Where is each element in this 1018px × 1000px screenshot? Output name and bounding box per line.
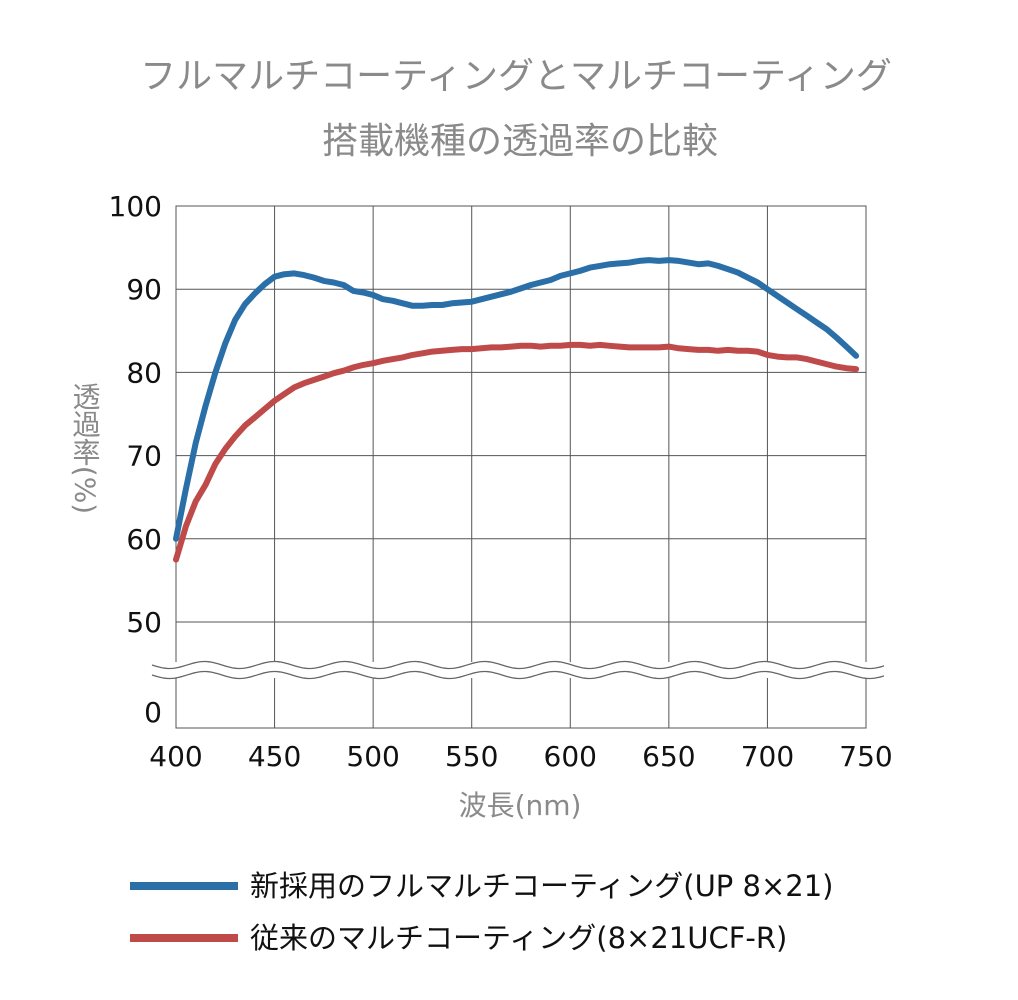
x-axis-label: 波長(nm) [459, 789, 582, 822]
legend-label-1: 新採用のフルマルチコーティング(UP 8×21) [250, 869, 833, 903]
y-tick-label: 60 [126, 523, 162, 556]
x-tick-label: 700 [741, 740, 794, 773]
chart-grid [175, 205, 867, 729]
chart-subtitle: 搭載機種の透過率の比較 [322, 121, 718, 162]
series-lines [173, 257, 860, 563]
x-tick-label: 550 [445, 740, 498, 773]
axis-break [150, 660, 890, 680]
chart-title: フルマルチコーティングとマルチコーティング [140, 56, 892, 97]
y-tick-label: 0 [144, 696, 162, 729]
x-tick-label: 400 [149, 740, 202, 773]
x-tick-label: 600 [544, 740, 597, 773]
axis-break-line [151, 660, 885, 670]
y-axis-label: 透過率(%) [69, 382, 102, 514]
x-tick-label: 650 [642, 740, 695, 773]
axis-break-gap [150, 662, 890, 678]
y-tick-label: 70 [126, 440, 162, 473]
x-tick-label: 750 [839, 740, 892, 773]
y-tick-label: 90 [126, 273, 162, 306]
legend-label-2: 従来のマルチコーティング(8×21UCF-R) [250, 921, 787, 955]
axis-break-line [151, 670, 885, 680]
plot-frame [175, 205, 867, 729]
x-tick-label: 500 [346, 740, 399, 773]
y-tick-label: 100 [109, 190, 162, 223]
series-line-2 [173, 341, 860, 563]
x-tick-label: 450 [248, 740, 301, 773]
legend: 新採用のフルマルチコーティング(UP 8×21) 従来のマルチコーティング(8×2… [130, 869, 833, 955]
y-tick-label: 80 [126, 356, 162, 389]
y-tick-label: 50 [126, 606, 162, 639]
series-line-1 [173, 257, 860, 542]
